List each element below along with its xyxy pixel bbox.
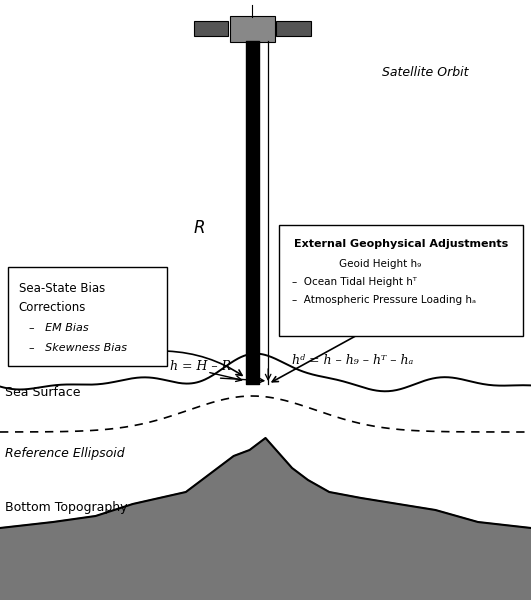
Text: –  Atmospheric Pressure Loading hₐ: – Atmospheric Pressure Loading hₐ [292,295,476,305]
FancyBboxPatch shape [8,267,167,366]
Text: Satellite Orbit: Satellite Orbit [382,65,469,79]
Bar [276,21,311,36]
Text: Geoid Height h₉: Geoid Height h₉ [287,259,421,269]
Text: –  Ocean Tidal Height hᵀ: – Ocean Tidal Height hᵀ [292,277,417,287]
FancyBboxPatch shape [279,225,523,336]
Text: External Geophysical Adjustments: External Geophysical Adjustments [294,239,508,249]
Text: h = H – R: h = H – R [170,359,231,373]
Text: –   Skewness Bias: – Skewness Bias [29,343,127,353]
Text: Corrections: Corrections [19,301,86,314]
Text: Sea-State Bias: Sea-State Bias [19,282,105,295]
FancyBboxPatch shape [230,16,275,42]
Text: –   EM Bias: – EM Bias [29,323,89,334]
Text: Bottom Topography: Bottom Topography [5,500,128,514]
Bar [194,21,228,36]
Text: H: H [283,303,296,321]
Polygon shape [0,438,531,600]
Text: Reference Ellipsoid: Reference Ellipsoid [5,446,125,460]
Text: Sea Surface: Sea Surface [5,386,81,400]
Text: hᵈ = h – h₉ – hᵀ – hₐ: hᵈ = h – h₉ – hᵀ – hₐ [292,353,413,367]
Text: R: R [193,219,205,237]
